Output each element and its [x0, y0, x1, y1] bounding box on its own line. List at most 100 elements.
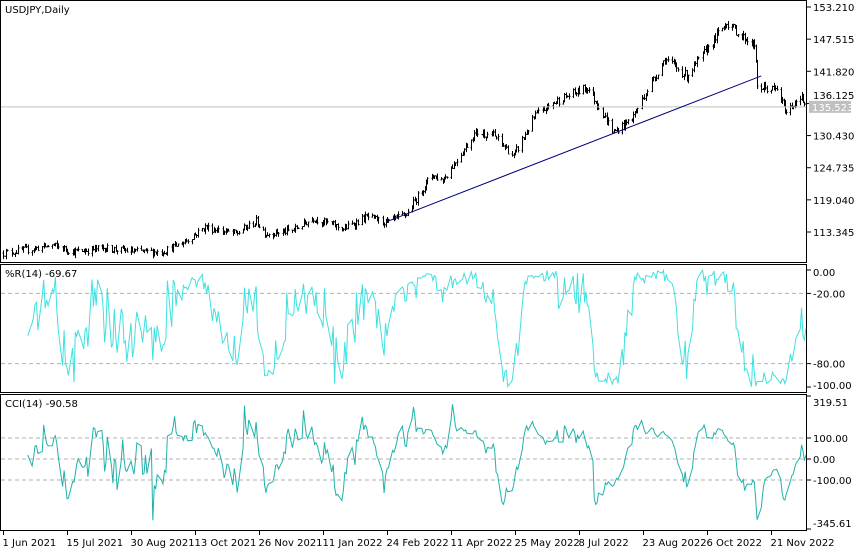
price-bar [294, 223, 297, 233]
price-bar [717, 27, 720, 36]
price-bar [727, 20, 730, 30]
price-bar [684, 66, 687, 77]
price-bar [655, 74, 658, 82]
price-bar [547, 102, 550, 110]
price-bar [665, 57, 668, 65]
price-bar [578, 85, 581, 95]
price-bar [593, 91, 596, 105]
price-bar [217, 225, 220, 233]
price-bar [405, 214, 408, 217]
price-axis-label: 153.210 [813, 3, 854, 14]
time-axis-label: 8 Jul 2022 [579, 538, 629, 549]
price-bar [505, 144, 508, 149]
price-bar [357, 219, 360, 226]
price-bar [207, 222, 210, 232]
price-bar [671, 56, 674, 64]
price-bar [476, 128, 479, 138]
price-bar [575, 92, 578, 97]
wpr-label: %R(14) -69.67 [5, 269, 77, 280]
time-axis-label: 23 Aug 2022 [643, 538, 707, 549]
price-bar [662, 60, 665, 67]
wpr-panel[interactable]: %R(14) -69.67 [0, 264, 807, 393]
price-bar [305, 221, 308, 226]
price-bar [187, 239, 190, 244]
price-bar [760, 83, 763, 93]
price-bar [57, 243, 60, 250]
price-bar [266, 232, 269, 237]
price-bar [201, 227, 204, 232]
price-bar [332, 220, 335, 226]
price-bar [632, 111, 635, 124]
price-bar [371, 213, 374, 218]
price-bar [143, 249, 146, 254]
price-bar [116, 250, 119, 255]
price-bar [211, 223, 214, 235]
price-bar [195, 234, 198, 239]
indicator-axis-label: 100.00 [813, 434, 848, 445]
price-axis-label: 136.125 [813, 91, 854, 102]
price-bar [721, 27, 724, 32]
price-bar [67, 251, 70, 255]
price-bar [703, 45, 706, 54]
time-axis-label: 25 May 2022 [515, 538, 580, 549]
price-bar [243, 223, 246, 231]
price-bar [742, 30, 745, 41]
price-bar [355, 218, 358, 230]
price-bar [102, 244, 105, 252]
time-axis-label: 11 Apr 2022 [451, 538, 513, 549]
price-bar [776, 85, 779, 91]
price-bar [383, 222, 386, 228]
price-bar [771, 85, 774, 91]
price-bar [87, 248, 90, 256]
price-bar [284, 227, 287, 236]
price-bar [657, 74, 660, 80]
current-price-label: 135.523 [812, 103, 853, 114]
price-bar [531, 114, 534, 132]
price-bar [6, 249, 9, 252]
price-bar [140, 245, 143, 251]
price-bar [268, 233, 271, 238]
price-bar [558, 96, 561, 108]
cci-label: CCI(14) -90.58 [5, 399, 78, 410]
price-bar [252, 221, 255, 228]
indicator-axis-label: -345.61 [813, 519, 852, 530]
price-bar [361, 214, 364, 226]
time-axis-label: 30 Aug 2021 [131, 538, 195, 549]
price-panel-frame [0, 0, 807, 263]
price-bar [185, 238, 188, 243]
price-bar [563, 93, 566, 103]
time-axis-label: 6 Oct 2022 [707, 538, 762, 549]
price-bar [422, 190, 425, 197]
price-bar [582, 84, 585, 95]
price-bar [607, 117, 610, 126]
price-bar [803, 101, 806, 107]
price-axis-label: 119.040 [813, 196, 854, 207]
price-bar [277, 231, 280, 237]
price-bar [172, 243, 175, 253]
price-bar [473, 130, 476, 142]
price-bar [495, 135, 498, 140]
price-bar [47, 245, 50, 248]
trendline [386, 75, 762, 222]
price-bar [291, 229, 294, 234]
price-panel[interactable]: USDJPY,Daily [0, 0, 808, 263]
indicator-axis-label: -80.00 [813, 360, 845, 371]
time-axis-label: 1 Jun 2021 [3, 538, 57, 549]
price-bar [781, 96, 784, 105]
price-bar [182, 241, 185, 248]
price-bar [77, 246, 80, 252]
price-bar [374, 215, 377, 219]
price-bar [524, 131, 527, 141]
price-bar [697, 56, 700, 60]
price-bar [131, 246, 134, 253]
price-bar [614, 129, 617, 132]
cci-panel[interactable]: CCI(14) -90.58 [0, 394, 807, 531]
indicator-axis-label: 0.00 [813, 455, 835, 466]
price-bar [175, 242, 178, 247]
price-bar [534, 110, 537, 120]
price-bar [460, 152, 463, 163]
indicator-group [1, 404, 807, 521]
price-bar [351, 220, 354, 225]
price-bar [521, 135, 524, 153]
